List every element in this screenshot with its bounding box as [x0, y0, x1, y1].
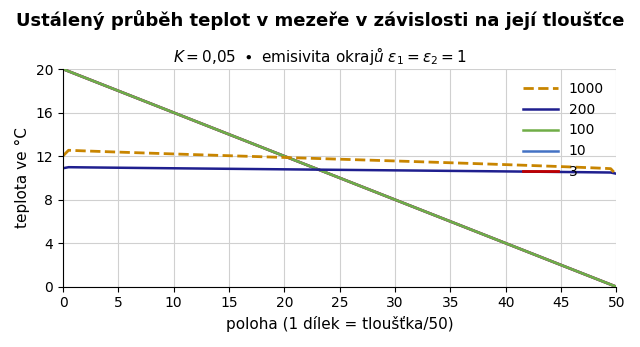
Y-axis label: teplota ve °C: teplota ve °C: [15, 127, 30, 228]
Text: $K = 0{,}05\ \bullet\ \mathrm{emisivita\ okraj\mathbf{\mathit{ů}}}\ \varepsilon_: $K = 0{,}05\ \bullet\ \mathrm{emisivita\…: [173, 45, 467, 67]
Legend: 1000, 200, 100, 10, 3: 1000, 200, 100, 10, 3: [517, 76, 609, 185]
Text: Ustálený průběh teplot v mezeře v závislosti na její tloušťce: Ustálený průběh teplot v mezeře v závisl…: [16, 10, 624, 31]
X-axis label: poloha (1 dílek = tloušťka/50): poloha (1 dílek = tloušťka/50): [226, 316, 454, 332]
